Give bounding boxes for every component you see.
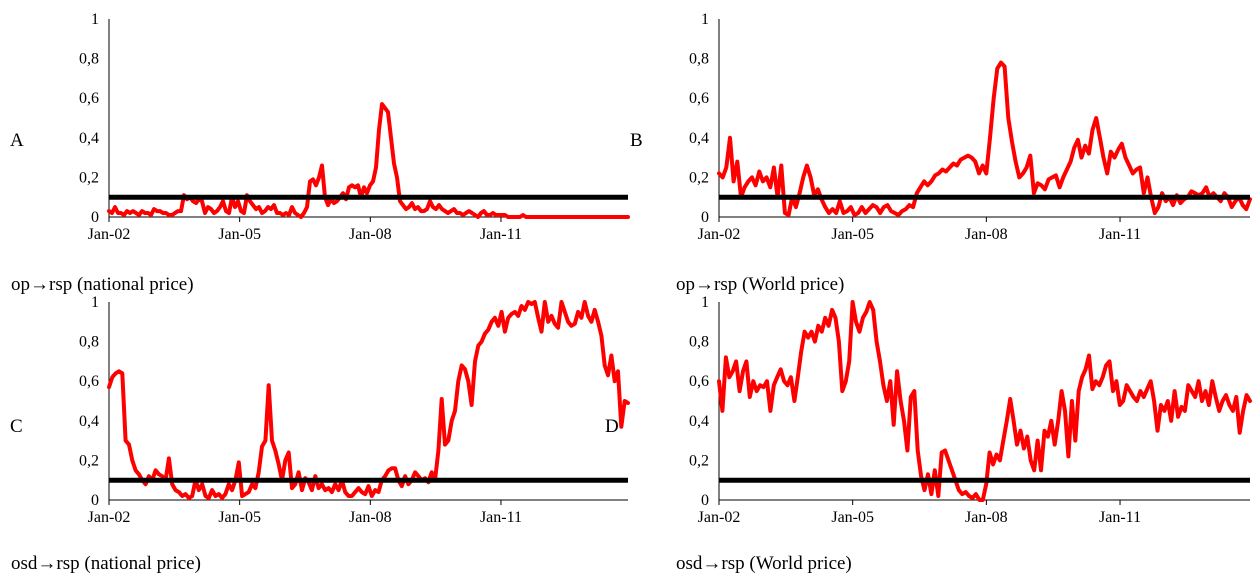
y-tick-label: 0,6 bbox=[689, 373, 709, 390]
y-tick-label: 0,4 bbox=[689, 413, 709, 430]
panel-letter-a: A bbox=[10, 130, 24, 151]
panel-letter-b: B bbox=[630, 130, 643, 151]
y-tick-label: 0,6 bbox=[689, 90, 709, 107]
x-tick-label: Jan-05 bbox=[831, 226, 874, 243]
series-line bbox=[107, 300, 630, 500]
chart-panel-b: 0 0,2 0,4 0,6 0,8 1 Jan-02 Jan-05 Jan-08 Jan-11 bbox=[689, 11, 1252, 243]
x-tick-label: Jan-05 bbox=[218, 226, 261, 243]
panel-caption-d: osd→rsp (World price) bbox=[676, 553, 852, 574]
y-tick-label: 0,4 bbox=[689, 130, 709, 147]
series-line bbox=[107, 102, 630, 219]
x-tick-label: Jan-11 bbox=[1099, 509, 1141, 526]
y-tick-label: 0,2 bbox=[689, 452, 709, 469]
y-tick-label: 0,4 bbox=[79, 130, 99, 147]
x-tick-label: Jan-08 bbox=[965, 509, 1008, 526]
x-tick-label: Jan-08 bbox=[349, 226, 392, 243]
y-tick-label: 1 bbox=[91, 11, 99, 28]
panel-letter-d: D bbox=[605, 416, 619, 437]
y-tick-label: 0,8 bbox=[79, 334, 99, 351]
x-tick-label: Jan-02 bbox=[698, 226, 741, 243]
x-tick-label: Jan-02 bbox=[698, 509, 741, 526]
y-tick-label: 0,2 bbox=[79, 169, 99, 186]
y-tick-label: 0 bbox=[701, 492, 709, 509]
chart-panel-c: 0 0,2 0,4 0,6 0,8 1 Jan-02 Jan-05 Jan-08 Jan-11 bbox=[79, 294, 630, 526]
y-tick-label: 0,8 bbox=[689, 334, 709, 351]
y-tick-label: 0,2 bbox=[689, 169, 709, 186]
y-tick-label: 0 bbox=[701, 209, 709, 226]
y-tick-label: 0 bbox=[91, 492, 99, 509]
x-tick-label: Jan-02 bbox=[88, 226, 131, 243]
panel-letter-c: C bbox=[10, 416, 23, 437]
y-tick-label: 1 bbox=[91, 294, 99, 311]
chart-panel-d: 0 0,2 0,4 0,6 0,8 1 Jan-02 Jan-05 Jan-08 Jan-11 bbox=[689, 294, 1252, 526]
x-tick-label: Jan-11 bbox=[1099, 226, 1141, 243]
x-tick-label: Jan-11 bbox=[480, 226, 522, 243]
panel-caption-c: osd→rsp (national price) bbox=[11, 553, 201, 574]
y-tick-label: 0,8 bbox=[79, 51, 99, 68]
panel-caption-b: op→rsp (World price) bbox=[676, 274, 844, 295]
x-tick-label: Jan-11 bbox=[480, 509, 522, 526]
x-tick-label: Jan-08 bbox=[349, 509, 392, 526]
x-tick-label: Jan-05 bbox=[831, 509, 874, 526]
y-tick-label: 1 bbox=[701, 294, 709, 311]
x-tick-label: Jan-08 bbox=[965, 226, 1008, 243]
y-tick-label: 1 bbox=[701, 11, 709, 28]
y-tick-label: 0 bbox=[91, 209, 99, 226]
y-tick-label: 0,6 bbox=[79, 373, 99, 390]
x-tick-label: Jan-05 bbox=[218, 509, 261, 526]
y-tick-label: 0,2 bbox=[79, 452, 99, 469]
y-tick-label: 0,8 bbox=[689, 51, 709, 68]
panel-caption-a: op→rsp (national price) bbox=[11, 274, 194, 295]
chart-panel-a: 0 0,2 0,4 0,6 0,8 1 Jan-02 Jan-05 Jan-08 Jan-11 bbox=[79, 11, 630, 243]
x-tick-label: Jan-02 bbox=[88, 509, 131, 526]
series-line bbox=[717, 300, 1252, 502]
y-tick-label: 0,4 bbox=[79, 413, 99, 430]
y-tick-label: 0,6 bbox=[79, 90, 99, 107]
series-line bbox=[717, 60, 1252, 217]
